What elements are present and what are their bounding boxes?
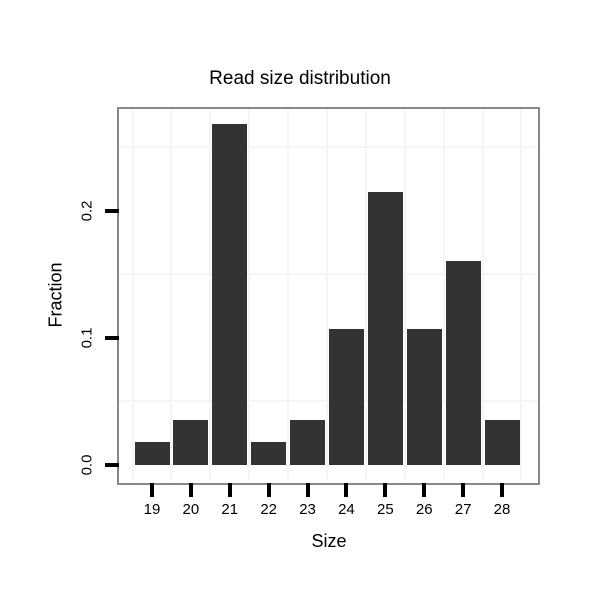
- x-tick: [150, 483, 154, 497]
- bar: [251, 442, 287, 465]
- x-tick: [227, 483, 232, 497]
- bar: [173, 419, 209, 465]
- v-gridline: [364, 109, 367, 481]
- x-tick-label: 26: [415, 501, 433, 518]
- v-gridline: [403, 109, 406, 481]
- x-tick-label: 27: [454, 501, 472, 518]
- x-tick: [500, 483, 504, 497]
- bar: [406, 328, 442, 465]
- v-gridline: [326, 109, 328, 481]
- v-gridline: [248, 109, 251, 481]
- x-tick: [344, 483, 349, 497]
- x-tick-label: 19: [143, 501, 161, 518]
- x-tick-label: 28: [493, 501, 511, 518]
- x-tick-label: 22: [260, 501, 277, 518]
- x-tick: [266, 483, 271, 497]
- v-gridline: [287, 109, 290, 481]
- bar: [290, 419, 326, 465]
- v-gridline: [131, 109, 134, 481]
- x-axis-label: Size: [311, 531, 347, 551]
- v-gridline: [520, 109, 523, 481]
- x-tick: [461, 483, 466, 497]
- x-tick-label: 25: [376, 501, 394, 518]
- h-gridline: [119, 400, 537, 403]
- x-tick-label: 23: [299, 501, 316, 518]
- v-gridline: [442, 109, 445, 481]
- x-tick-label: 21: [221, 501, 239, 518]
- y-axis-label: Fraction: [45, 262, 66, 328]
- chart-title: Read size distribution: [209, 68, 391, 89]
- bar: [484, 419, 520, 465]
- x-tick-label: 24: [338, 501, 355, 518]
- bar: [445, 260, 481, 465]
- h-gridline: [119, 146, 537, 148]
- x-tick: [305, 483, 310, 497]
- y-tick: [105, 335, 119, 340]
- v-gridline: [481, 109, 484, 481]
- v-gridline: [170, 109, 173, 481]
- bar: [212, 124, 248, 465]
- y-tick-label: 0.1: [78, 327, 96, 349]
- x-tick: [422, 483, 427, 497]
- h-gridline: [119, 273, 537, 276]
- x-tick-label: 20: [182, 501, 200, 518]
- x-tick: [383, 483, 388, 497]
- y-tick-label: 0.2: [78, 200, 96, 222]
- bar: [367, 192, 403, 465]
- v-gridline: [209, 109, 212, 481]
- bar: [134, 442, 170, 465]
- x-tick: [188, 483, 193, 497]
- bar: [328, 328, 364, 465]
- y-tick: [105, 463, 119, 467]
- y-tick: [105, 208, 119, 213]
- y-tick-label: 0.0: [78, 454, 96, 476]
